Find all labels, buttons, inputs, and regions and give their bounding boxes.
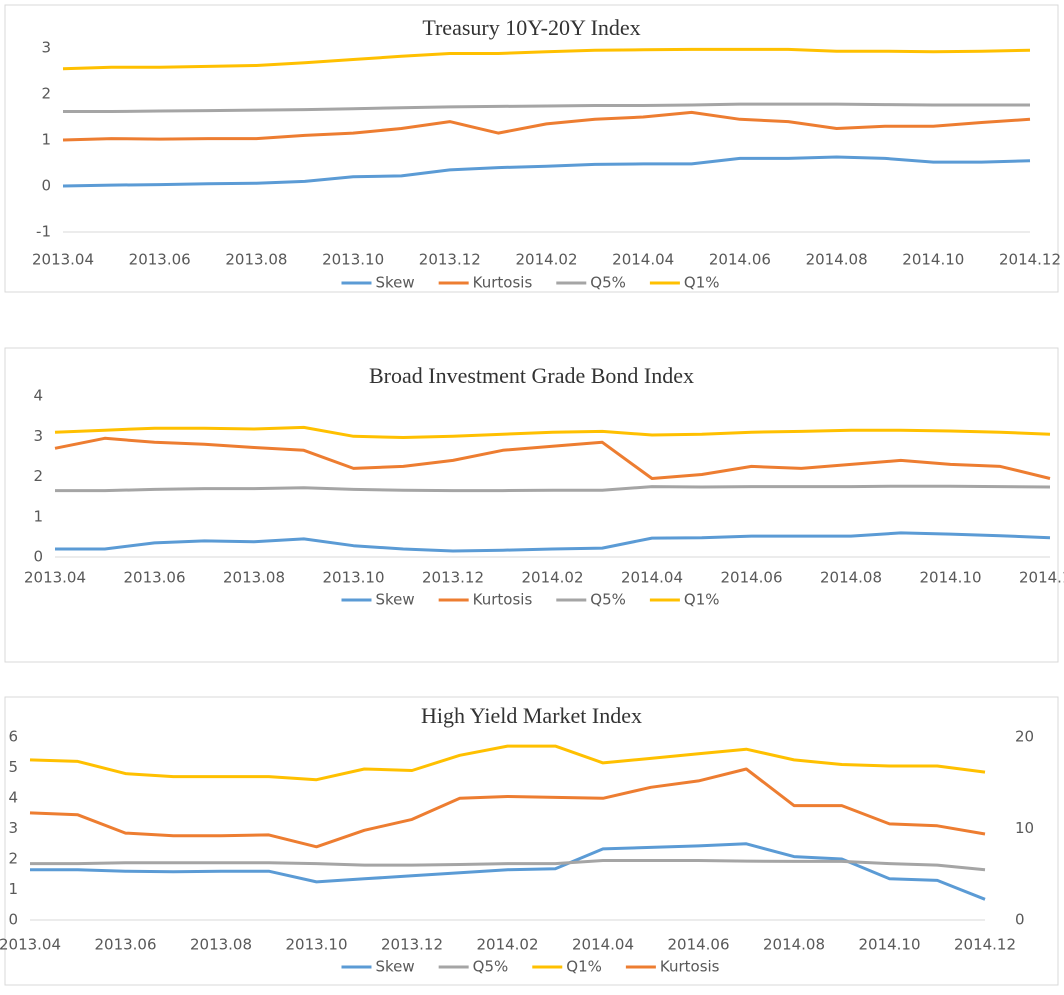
legend-label: Kurtosis bbox=[473, 591, 533, 609]
chart-frame bbox=[4, 696, 1059, 986]
chart-frame bbox=[4, 4, 1059, 293]
y-tick-label: -1 bbox=[36, 223, 51, 241]
x-tick-label: 2013.10 bbox=[322, 251, 384, 269]
x-tick-label: 2013.06 bbox=[123, 569, 185, 587]
series-line bbox=[29, 744, 986, 782]
series-line bbox=[54, 436, 1051, 480]
x-tick-label: 2013.10 bbox=[322, 569, 384, 587]
series-line bbox=[30, 842, 986, 901]
x-tick-label: 2013.10 bbox=[285, 936, 347, 954]
chart-title: Broad Investment Grade Bond Index bbox=[369, 363, 694, 388]
legend-label: Q5% bbox=[473, 958, 509, 976]
y2-tick-label: 0 bbox=[1015, 911, 1025, 929]
x-tick-label: 2013.04 bbox=[0, 936, 61, 954]
series-line bbox=[55, 531, 1051, 553]
x-tick-label: 2014.02 bbox=[521, 569, 583, 587]
chart-title: High Yield Market Index bbox=[421, 703, 642, 728]
x-tick-label: 2014.02 bbox=[515, 251, 577, 269]
x-tick-label: 2014.08 bbox=[820, 569, 882, 587]
x-tick-label: 2014.10 bbox=[858, 936, 920, 954]
legend-label: Skew bbox=[375, 958, 414, 976]
legend-label: Skew bbox=[375, 591, 414, 609]
x-tick-label: 2014.04 bbox=[621, 569, 683, 587]
x-tick-label: 2013.08 bbox=[190, 936, 252, 954]
series-line bbox=[62, 155, 1031, 188]
x-tick-label: 2013.12 bbox=[419, 251, 481, 269]
x-tick-label: 2013.06 bbox=[129, 251, 191, 269]
x-tick-label: 2014.06 bbox=[720, 569, 782, 587]
y-tick-label: 0 bbox=[33, 548, 43, 566]
x-tick-label: 2013.12 bbox=[422, 569, 484, 587]
series-line bbox=[30, 859, 986, 872]
y-tick-label: 5 bbox=[8, 758, 18, 776]
y-tick-label: 4 bbox=[8, 789, 18, 807]
legend-label: Q1% bbox=[684, 591, 720, 609]
series-line bbox=[63, 102, 1030, 113]
x-tick-label: 2014.08 bbox=[763, 936, 825, 954]
series-line bbox=[62, 47, 1031, 71]
x-tick-label: 2014.10 bbox=[919, 569, 981, 587]
y2-tick-label: 20 bbox=[1015, 728, 1034, 746]
x-tick-label: 2013.06 bbox=[94, 936, 156, 954]
legend-label: Kurtosis bbox=[473, 274, 533, 292]
legend-label: Q5% bbox=[590, 591, 626, 609]
x-tick-label: 2014.08 bbox=[806, 251, 868, 269]
legend-label: Q1% bbox=[566, 958, 602, 976]
x-tick-label: 2013.08 bbox=[223, 569, 285, 587]
y2-tick-label: 10 bbox=[1015, 819, 1034, 837]
x-tick-label: 2014.12 bbox=[954, 936, 1016, 954]
y-tick-label: 3 bbox=[33, 427, 43, 445]
y-tick-label: 3 bbox=[8, 819, 18, 837]
y-tick-label: 6 bbox=[8, 728, 18, 746]
series-line bbox=[55, 484, 1051, 493]
y-tick-label: 1 bbox=[41, 131, 51, 149]
series-line bbox=[62, 110, 1031, 142]
y-tick-label: 2 bbox=[33, 467, 43, 485]
y-tick-label: 1 bbox=[33, 507, 43, 525]
legend-label: Kurtosis bbox=[660, 958, 720, 976]
x-tick-label: 2013.04 bbox=[32, 251, 94, 269]
chart-frame bbox=[4, 347, 1059, 663]
y-tick-label: 0 bbox=[8, 911, 18, 929]
x-tick-label: 2013.04 bbox=[24, 569, 86, 587]
legend-label: Q1% bbox=[684, 274, 720, 292]
y-tick-label: 0 bbox=[41, 177, 51, 195]
x-tick-label: 2014.04 bbox=[612, 251, 674, 269]
x-tick-label: 2014.10 bbox=[902, 251, 964, 269]
series-line bbox=[54, 425, 1051, 439]
legend-label: Q5% bbox=[590, 274, 626, 292]
y-tick-label: 4 bbox=[33, 387, 43, 405]
x-tick-label: 2014.04 bbox=[572, 936, 634, 954]
x-tick-label: 2014.06 bbox=[667, 936, 729, 954]
x-tick-label: 2013.08 bbox=[225, 251, 287, 269]
series-line bbox=[29, 767, 986, 849]
x-tick-label: 2014.06 bbox=[709, 251, 771, 269]
x-tick-label: 2014.12 bbox=[1019, 569, 1064, 587]
y-tick-label: 1 bbox=[8, 880, 18, 898]
y-tick-label: 2 bbox=[8, 850, 18, 868]
y-tick-label: 3 bbox=[41, 39, 51, 57]
legend-label: Skew bbox=[375, 274, 414, 292]
y-tick-label: 2 bbox=[41, 85, 51, 103]
x-tick-label: 2014.12 bbox=[999, 251, 1061, 269]
x-tick-label: 2014.02 bbox=[476, 936, 538, 954]
x-tick-label: 2013.12 bbox=[381, 936, 443, 954]
chart-title: Treasury 10Y-20Y Index bbox=[422, 15, 640, 40]
